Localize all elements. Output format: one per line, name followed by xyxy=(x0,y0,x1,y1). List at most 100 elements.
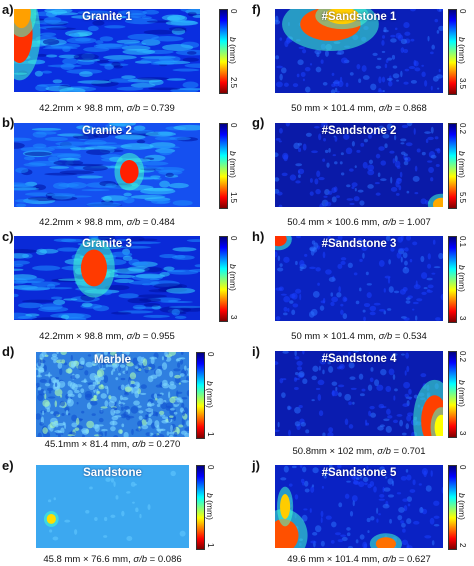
map-texture xyxy=(358,238,363,246)
map-texture xyxy=(367,483,372,489)
colorbar-max: 1 xyxy=(206,432,215,437)
map-texture xyxy=(384,63,388,69)
map-texture xyxy=(299,260,305,267)
colorbar-label: b (mm) xyxy=(457,493,467,520)
map-texture xyxy=(112,268,145,274)
map-texture xyxy=(37,393,44,401)
map-texture xyxy=(355,477,360,480)
map-texture xyxy=(387,478,394,485)
map-caption: 50 mm × 101.4 mm, σ/b = 0.534 xyxy=(265,331,453,342)
map-texture xyxy=(383,310,387,315)
map-texture xyxy=(413,128,416,135)
map-texture xyxy=(304,66,311,72)
map-texture xyxy=(154,136,176,141)
map-texture xyxy=(342,313,348,320)
map-texture xyxy=(110,370,114,376)
colorbar-min: 0 xyxy=(458,465,467,470)
map-texture xyxy=(104,385,109,390)
map-texture xyxy=(52,421,59,427)
map-texture xyxy=(143,417,147,420)
map-texture xyxy=(382,133,390,139)
map-texture xyxy=(324,149,329,154)
map-texture xyxy=(302,78,305,82)
hotspot xyxy=(275,518,299,548)
map-texture xyxy=(396,414,403,417)
map-texture xyxy=(25,313,40,317)
map-texture xyxy=(304,253,308,257)
map-texture xyxy=(425,138,429,144)
colorbar-unit: (mm) xyxy=(228,268,238,291)
map-texture xyxy=(143,314,170,318)
map-texture xyxy=(363,543,368,548)
colorbar-label: b (mm) xyxy=(228,37,238,64)
hotspot xyxy=(434,414,443,436)
map-texture xyxy=(186,420,189,427)
map-texture xyxy=(87,354,92,357)
map-texture xyxy=(14,280,42,284)
caption-sigma-symbol: σ/b xyxy=(377,446,391,457)
map-texture xyxy=(402,528,406,533)
map-texture xyxy=(348,401,352,406)
map-texture xyxy=(378,308,386,312)
map-texture xyxy=(18,302,43,309)
aperture-map-image xyxy=(14,9,200,92)
map-texture xyxy=(96,59,110,64)
aperture-map: #Sandstone 4 xyxy=(275,351,443,436)
map-texture xyxy=(59,400,66,407)
map-texture xyxy=(384,476,388,479)
map-texture xyxy=(62,46,71,53)
colorbar xyxy=(448,236,457,323)
map-texture xyxy=(81,302,93,308)
caption-dimensions: 42.2mm × 98.8 mm, xyxy=(39,217,127,228)
map-texture xyxy=(321,469,327,472)
map-texture xyxy=(283,306,288,312)
map-texture xyxy=(58,157,81,161)
map-texture xyxy=(347,545,354,548)
caption-dimensions: 45.1mm × 81.4 mm, xyxy=(44,439,133,450)
map-texture xyxy=(17,315,37,319)
map-texture xyxy=(151,146,181,149)
map-texture xyxy=(132,501,135,504)
map-texture xyxy=(333,79,340,87)
map-texture xyxy=(283,296,291,303)
map-texture xyxy=(346,532,351,537)
map-texture xyxy=(56,145,76,148)
map-texture xyxy=(344,418,349,426)
map-texture xyxy=(416,298,423,302)
map-texture xyxy=(92,424,99,429)
map-texture xyxy=(413,284,421,290)
map-texture xyxy=(439,9,442,12)
map-texture xyxy=(351,186,355,189)
map-texture xyxy=(381,76,386,83)
map-texture xyxy=(126,129,155,134)
map-texture xyxy=(335,386,338,392)
map-texture xyxy=(279,37,283,41)
map-texture xyxy=(153,283,188,290)
map-texture xyxy=(430,470,433,477)
map-texture xyxy=(315,188,321,195)
map-title: Sandstone xyxy=(83,467,142,479)
map-texture xyxy=(51,353,58,358)
map-texture xyxy=(331,381,338,386)
map-texture xyxy=(294,494,299,500)
map-texture xyxy=(370,367,374,372)
map-texture xyxy=(101,428,108,432)
map-texture xyxy=(169,136,191,141)
map-texture xyxy=(338,286,341,293)
colorbar-symbol: b xyxy=(205,380,215,386)
map-texture xyxy=(433,524,440,527)
map-texture xyxy=(74,529,78,535)
map-texture xyxy=(363,138,368,143)
colorbar-label: b (mm) xyxy=(228,264,238,291)
map-texture xyxy=(110,426,116,432)
map-texture xyxy=(387,494,395,498)
map-texture xyxy=(124,392,129,396)
map-texture xyxy=(276,65,283,69)
map-texture xyxy=(277,421,280,428)
map-texture xyxy=(320,125,327,128)
panel-letter: b) xyxy=(2,115,15,130)
map-texture xyxy=(115,377,119,381)
map-texture xyxy=(84,139,107,146)
map-texture xyxy=(57,153,82,160)
map-texture xyxy=(334,238,339,244)
